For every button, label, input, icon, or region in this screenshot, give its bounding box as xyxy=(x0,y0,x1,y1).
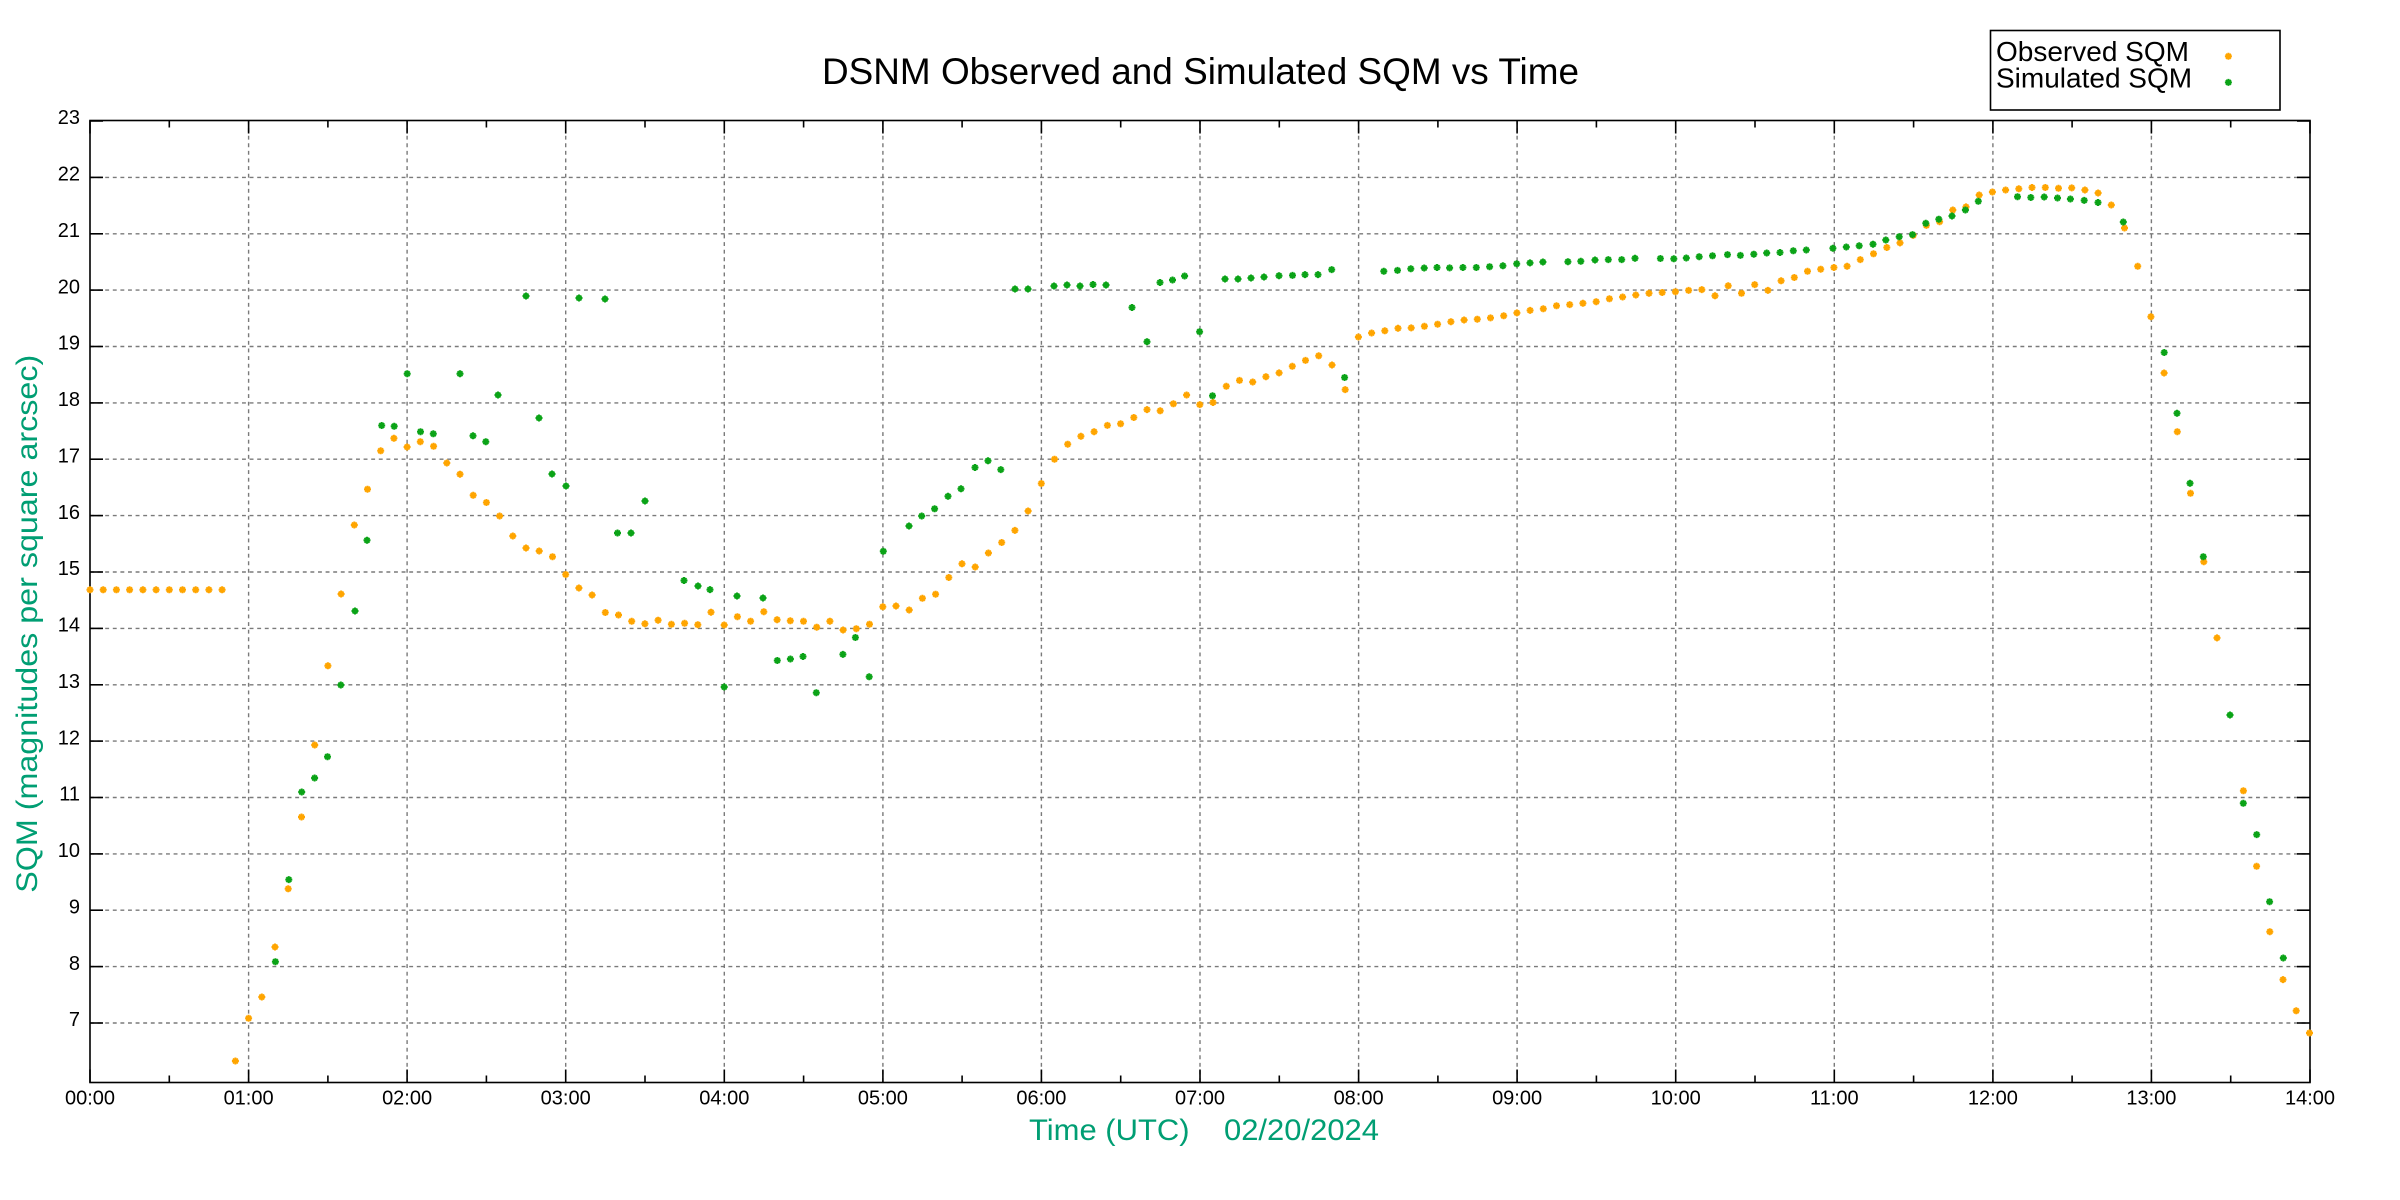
svg-text:01:00: 01:00 xyxy=(224,1088,274,1110)
svg-text:11:00: 11:00 xyxy=(1810,1088,1859,1110)
svg-text:7: 7 xyxy=(69,1009,80,1031)
svg-text:00:00: 00:00 xyxy=(65,1088,115,1110)
svg-text:04:00: 04:00 xyxy=(699,1088,749,1110)
svg-text:08:00: 08:00 xyxy=(1334,1088,1384,1110)
svg-text:14: 14 xyxy=(58,615,80,637)
svg-text:13:00: 13:00 xyxy=(2126,1088,2176,1110)
svg-text:03:00: 03:00 xyxy=(541,1088,591,1110)
svg-text:15: 15 xyxy=(58,558,80,580)
svg-text:8: 8 xyxy=(69,953,80,975)
svg-text:10:00: 10:00 xyxy=(1651,1088,1701,1110)
svg-text:9: 9 xyxy=(69,897,80,919)
svg-text:07:00: 07:00 xyxy=(1175,1088,1225,1110)
svg-text:09:00: 09:00 xyxy=(1492,1088,1542,1110)
svg-text:17: 17 xyxy=(58,445,80,467)
svg-text:Time (UTC) 02/20/2024: Time (UTC) 02/20/2024 xyxy=(1029,1114,1379,1147)
svg-text:Simulated SQM: Simulated SQM xyxy=(1996,62,2192,93)
svg-text:11: 11 xyxy=(59,784,80,806)
svg-text:12:00: 12:00 xyxy=(1968,1088,2018,1110)
svg-text:02:00: 02:00 xyxy=(382,1088,432,1110)
svg-text:14:00: 14:00 xyxy=(2285,1088,2335,1110)
svg-text:DSNM Observed and Simulated SQ: DSNM Observed and Simulated SQM vs Time xyxy=(822,51,1579,92)
svg-text:16: 16 xyxy=(58,502,80,524)
svg-text:06:00: 06:00 xyxy=(1016,1088,1066,1110)
svg-text:05:00: 05:00 xyxy=(858,1088,908,1110)
svg-text:SQM (magnitudes per square arc: SQM (magnitudes per square arcsec) xyxy=(11,355,44,893)
svg-text:19: 19 xyxy=(58,333,80,355)
svg-text:Observed SQM: Observed SQM xyxy=(1996,36,2189,67)
svg-text:21: 21 xyxy=(58,220,80,242)
svg-text:20: 20 xyxy=(58,276,80,298)
svg-text:13: 13 xyxy=(58,671,80,693)
svg-text:10: 10 xyxy=(58,840,80,862)
svg-text:23: 23 xyxy=(58,107,80,129)
svg-text:18: 18 xyxy=(58,389,80,411)
svg-text:22: 22 xyxy=(58,164,80,186)
svg-text:12: 12 xyxy=(58,727,80,749)
